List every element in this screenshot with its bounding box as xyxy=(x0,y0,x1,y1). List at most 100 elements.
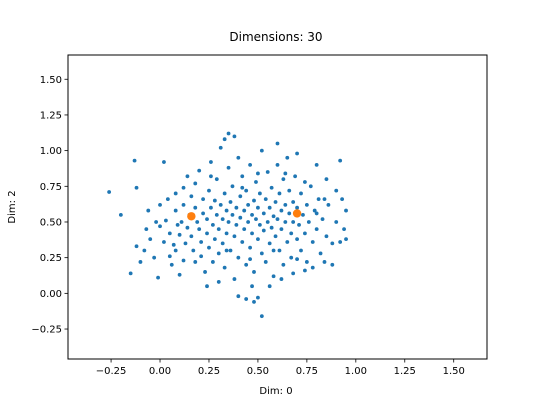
series-0-point-79 xyxy=(242,227,247,232)
series-0-point-91 xyxy=(254,180,258,184)
series-0-point-110 xyxy=(273,200,278,204)
series-0-point-18 xyxy=(173,208,178,213)
series-0-point-0 xyxy=(107,190,112,194)
series-0-point-15 xyxy=(164,218,168,223)
series-0-point-25 xyxy=(185,225,190,230)
series-0-point-116 xyxy=(279,208,284,213)
series-0-point-92 xyxy=(256,205,260,210)
series-0-point-173 xyxy=(185,174,190,179)
series-0-point-71 xyxy=(234,222,239,227)
series-0-point-39 xyxy=(203,270,207,274)
series-0-point-34 xyxy=(197,227,202,232)
series-0-point-77 xyxy=(240,174,245,179)
series-0-point-104 xyxy=(267,205,272,210)
series-0-point-19 xyxy=(173,248,178,253)
series-0-point-152 xyxy=(338,158,343,163)
series-0-point-128 xyxy=(291,200,296,204)
series-0-point-197 xyxy=(271,248,276,253)
x-tick-label-5: 1.00 xyxy=(345,366,367,377)
series-0-point-1 xyxy=(118,212,123,217)
series-0-point-63 xyxy=(226,220,231,224)
series-0-point-181 xyxy=(291,271,296,276)
series-0-point-59 xyxy=(222,265,227,270)
series-0-point-42 xyxy=(207,188,211,193)
series-0-point-12 xyxy=(134,185,139,190)
series-0-point-76 xyxy=(240,240,245,244)
x-tick-label-6: 1.25 xyxy=(394,366,416,377)
series-0-point-113 xyxy=(275,217,280,222)
series-0-point-133 xyxy=(297,222,301,227)
series-0-point-5 xyxy=(142,248,147,253)
series-0-point-108 xyxy=(271,214,276,219)
series-0-point-62 xyxy=(226,165,231,170)
series-0-point-2 xyxy=(128,271,133,276)
series-0-point-147 xyxy=(320,217,325,222)
series-0-point-137 xyxy=(303,231,307,236)
series-0-point-164 xyxy=(252,300,256,304)
series-0-point-54 xyxy=(218,202,223,207)
x-tick-label-4: 0.75 xyxy=(296,366,318,377)
series-0-point-199 xyxy=(295,257,299,261)
series-0-point-179 xyxy=(267,284,272,289)
series-0-point-57 xyxy=(220,241,225,246)
series-0-point-96 xyxy=(259,251,264,256)
y-tick-label-4: 0.75 xyxy=(40,182,62,193)
series-0-point-56 xyxy=(220,217,225,222)
chart-title: Dimensions: 30 xyxy=(229,30,322,44)
series-0-point-148 xyxy=(324,234,329,239)
series-0-point-125 xyxy=(287,188,292,193)
series-0-point-86 xyxy=(250,212,254,217)
series-0-point-27 xyxy=(189,194,194,199)
series-0-point-80 xyxy=(244,262,249,267)
series-0-point-134 xyxy=(299,191,303,196)
series-0-point-48 xyxy=(212,237,217,242)
series-0-point-151 xyxy=(334,220,339,224)
series-0-point-203 xyxy=(334,188,339,193)
series-0-point-46 xyxy=(210,222,215,227)
series-0-point-189 xyxy=(171,242,176,247)
series-0-point-117 xyxy=(279,227,284,232)
series-0-point-126 xyxy=(289,231,294,236)
series-0-point-192 xyxy=(209,174,213,179)
series-0-point-106 xyxy=(269,185,274,190)
y-tick-label-1: 0.00 xyxy=(40,289,62,300)
series-0-point-61 xyxy=(224,231,229,236)
series-0-point-29 xyxy=(191,248,196,253)
data-points xyxy=(107,131,348,319)
series-0-point-115 xyxy=(277,191,282,196)
x-tick-label-7: 1.50 xyxy=(443,366,465,377)
series-0-point-81 xyxy=(244,188,249,193)
series-0-point-120 xyxy=(283,202,288,207)
series-0-point-154 xyxy=(344,237,348,242)
series-0-point-136 xyxy=(301,212,305,217)
series-0-point-22 xyxy=(181,202,186,207)
series-1-point-0 xyxy=(187,212,196,221)
x-tick-label-1: 0.00 xyxy=(149,366,171,377)
y-tick-label-2: 0.25 xyxy=(40,253,62,264)
series-0-point-140 xyxy=(306,220,311,224)
series-0-point-44 xyxy=(209,205,213,210)
series-0-point-93 xyxy=(256,237,260,242)
series-0-point-67 xyxy=(230,184,235,189)
series-0-point-185 xyxy=(330,262,335,267)
series-0-point-122 xyxy=(285,240,290,244)
series-0-point-112 xyxy=(275,163,280,167)
series-0-point-3 xyxy=(134,244,139,249)
series-0-point-187 xyxy=(154,220,159,224)
series-0-point-38 xyxy=(201,197,206,202)
series-0-point-90 xyxy=(254,217,258,222)
series-0-point-166 xyxy=(259,314,264,319)
series-0-point-159 xyxy=(314,163,319,167)
series-0-point-100 xyxy=(263,197,268,202)
series-0-point-124 xyxy=(287,211,292,216)
series-0-point-143 xyxy=(312,208,317,213)
x-tick-label-2: 0.25 xyxy=(198,366,220,377)
series-0-point-97 xyxy=(259,148,264,153)
series-0-point-94 xyxy=(257,222,262,227)
series-0-point-180 xyxy=(279,277,284,281)
series-0-point-64 xyxy=(228,248,233,253)
series-0-point-10 xyxy=(156,275,160,280)
series-0-point-51 xyxy=(214,177,219,182)
series-0-point-33 xyxy=(197,168,202,173)
series-0-point-194 xyxy=(240,185,245,190)
